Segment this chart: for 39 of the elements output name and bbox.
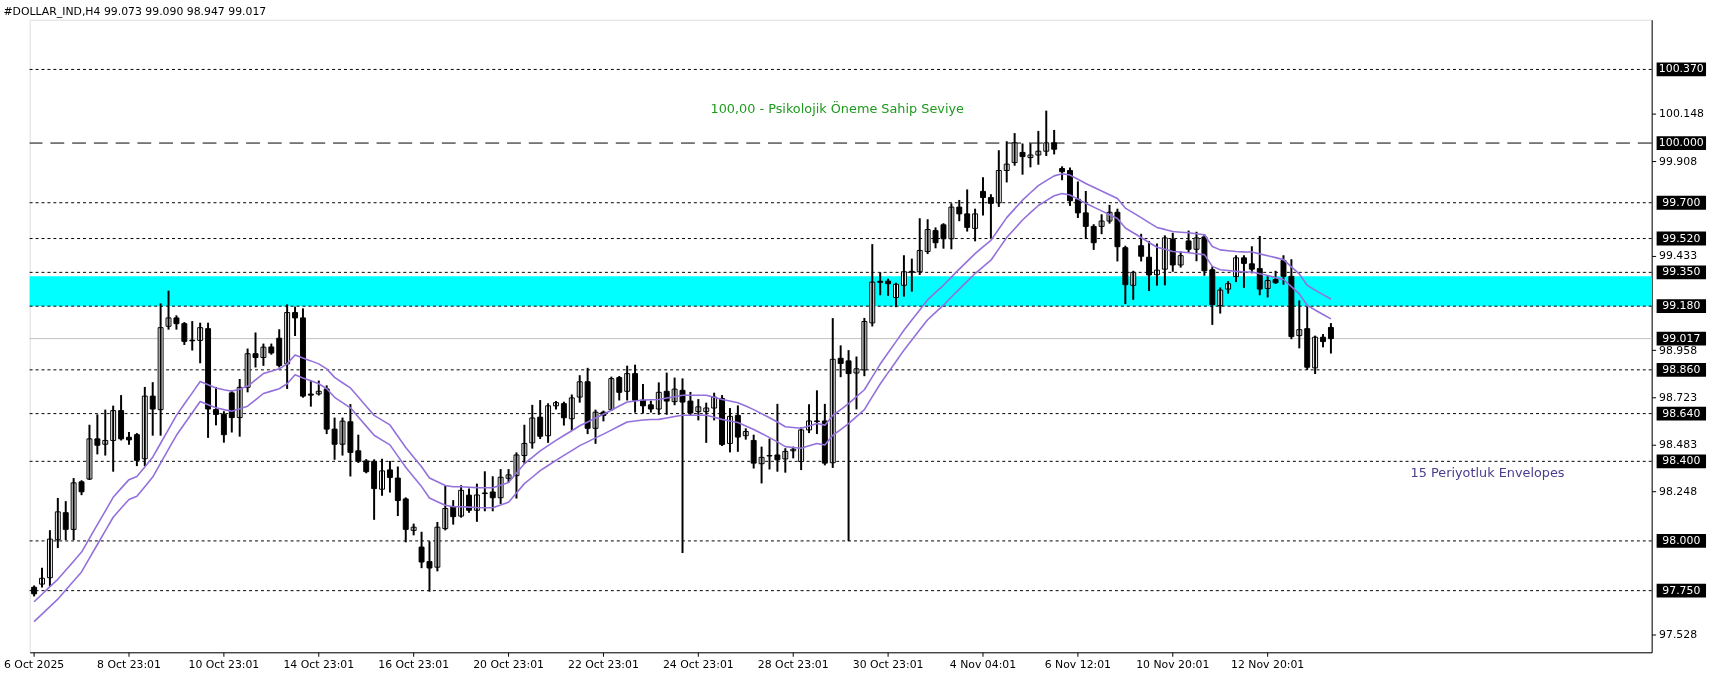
y-tick-label: 99.433: [1659, 249, 1698, 263]
x-tick-label: 6 Nov 12:01: [1044, 657, 1112, 671]
y-tick-label: 99.908: [1659, 154, 1698, 168]
x-tick-label: 6 Oct 2025: [3, 657, 65, 671]
ref-line-label: 99.017: [1662, 331, 1701, 345]
ref-line-label: 99.180: [1662, 299, 1701, 313]
y-tick-label: 98.958: [1659, 343, 1698, 357]
annotation: 100,00 - Psikolojik Öneme Sahip Seviye: [710, 99, 965, 116]
candlestick: [307, 380, 314, 407]
ref-line-label: 97.750: [1662, 583, 1701, 597]
x-tick-label: 24 Oct 23:01: [662, 657, 734, 671]
x-tick-label: 30 Oct 23:01: [852, 657, 924, 671]
x-tick-label: 12 Nov 20:01: [1231, 657, 1305, 671]
ref-line-label: 98.860: [1662, 362, 1701, 376]
x-tick-label: 28 Oct 23:01: [757, 657, 829, 671]
x-tick-label: 16 Oct 23:01: [378, 657, 450, 671]
x-tick-label: 4 Nov 04:01: [949, 657, 1017, 671]
ref-line-label: 98.640: [1662, 406, 1701, 420]
x-tick-label: 22 Oct 23:01: [568, 657, 639, 671]
chart-title: #DOLLAR_IND,H4 99.073 99.090 98.947 99.017: [3, 4, 267, 18]
ref-line-label: 99.700: [1662, 195, 1701, 209]
y-tick-label: 98.483: [1659, 438, 1698, 452]
annotation: 15 Periyotluk Envelopes: [1410, 465, 1565, 481]
ref-line-label: 100.000: [1658, 136, 1704, 150]
y-tick-label: 100.148: [1659, 107, 1705, 121]
x-tick-label: 8 Oct 23:01: [97, 657, 161, 671]
x-tick-label: 10 Oct 23:01: [188, 657, 260, 671]
x-tick-label: 14 Oct 23:01: [283, 657, 355, 671]
candlestick: [481, 471, 488, 512]
ref-line-label: 98.000: [1662, 533, 1701, 547]
ref-line-label: 99.350: [1662, 265, 1701, 279]
ref-line-label: 100.370: [1658, 62, 1704, 76]
ref-line-label: 98.400: [1662, 454, 1701, 468]
y-tick-label: 98.723: [1659, 390, 1698, 404]
y-tick-label: 98.248: [1659, 485, 1698, 499]
ref-line-label: 99.520: [1662, 231, 1701, 245]
x-tick-label: 10 Nov 20:01: [1136, 657, 1210, 671]
y-tick-label: 97.528: [1659, 628, 1698, 642]
x-tick-label: 20 Oct 23:01: [473, 657, 544, 671]
